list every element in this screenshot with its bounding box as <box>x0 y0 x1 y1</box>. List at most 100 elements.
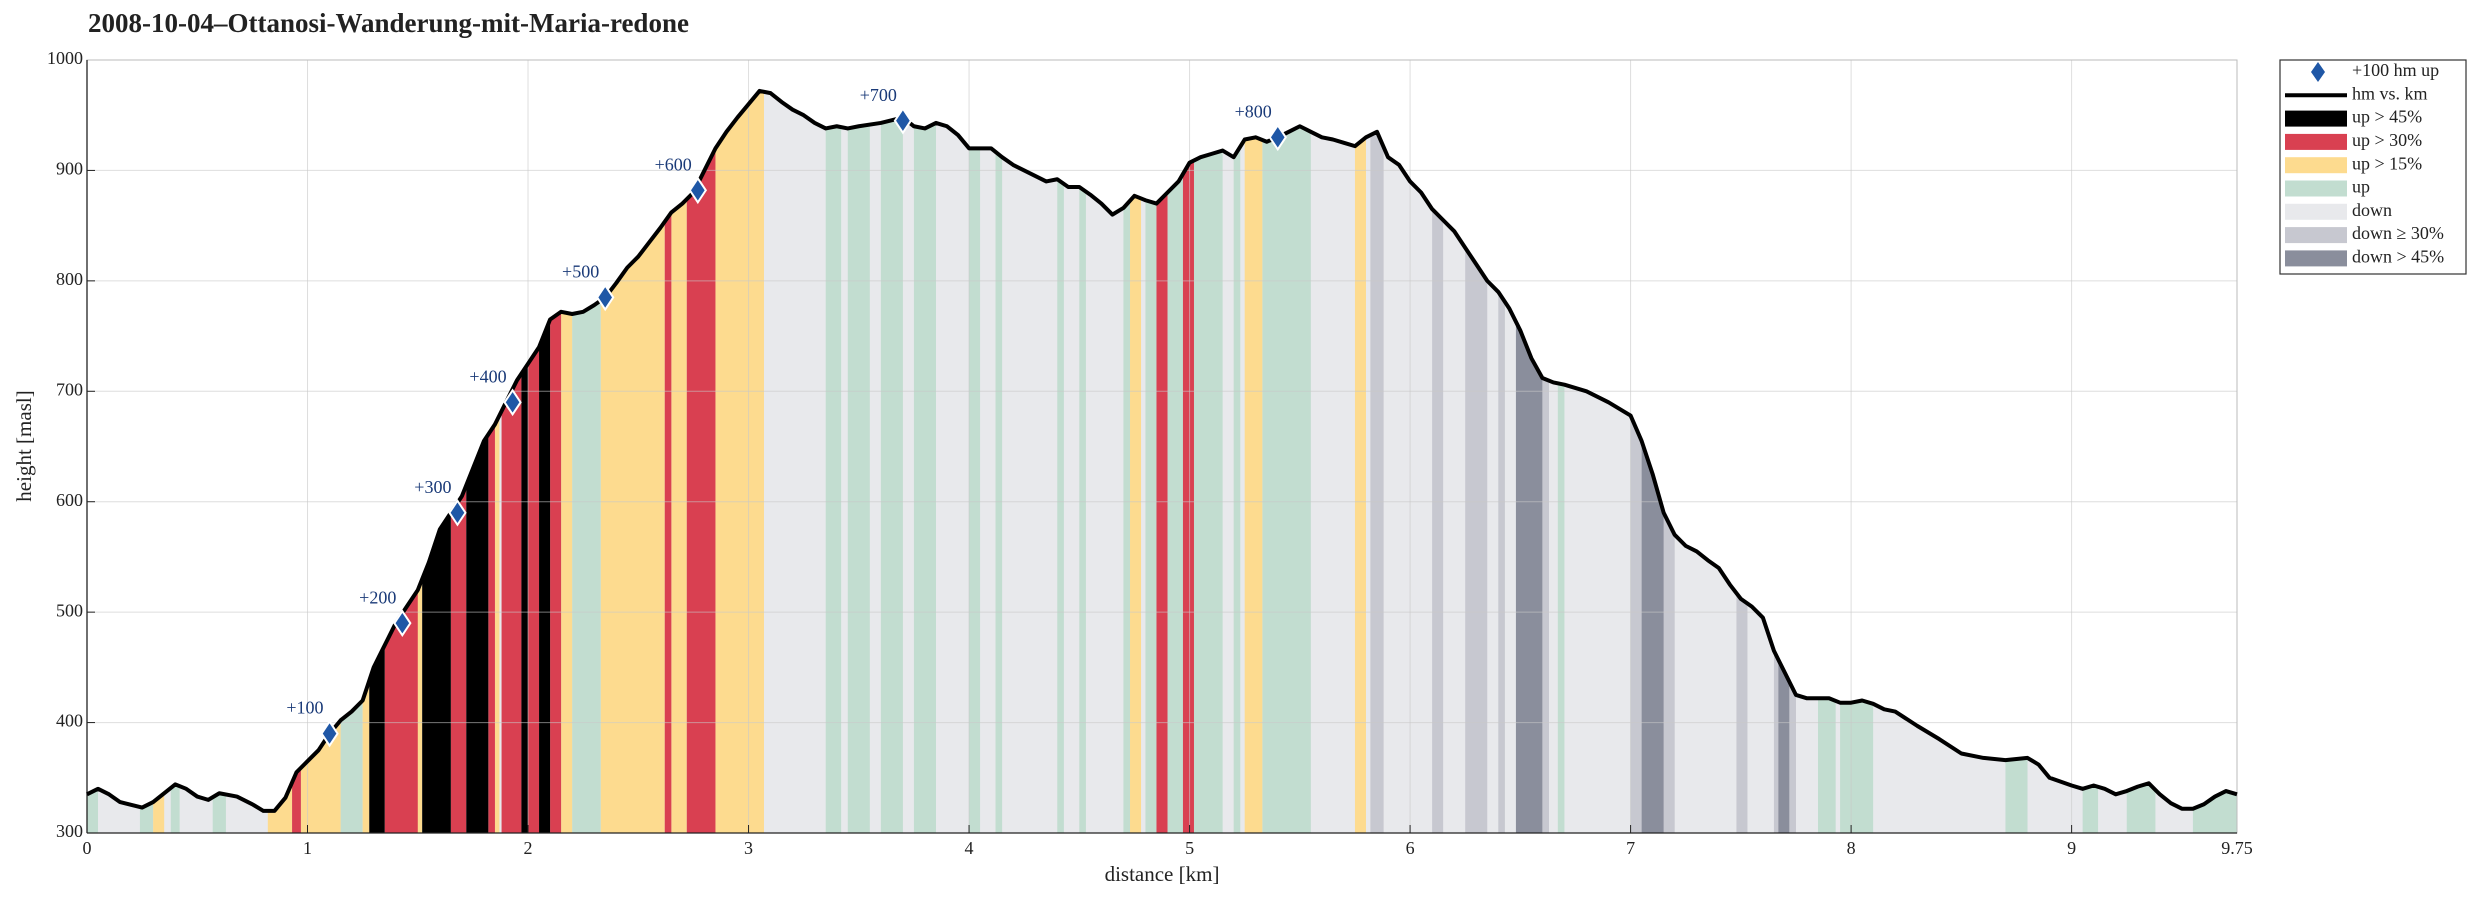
climb-label: +700 <box>860 85 897 105</box>
grade-band <box>1778 90 1790 833</box>
grade-band <box>969 90 981 833</box>
legend-label: up > 15% <box>2352 153 2422 173</box>
climb-marker <box>448 498 467 527</box>
grade-band <box>561 90 573 833</box>
y-axis-label: height [masl] <box>12 390 36 501</box>
grade-band <box>1432 90 1444 833</box>
grade-band <box>1630 90 1642 833</box>
legend-label: up > 30% <box>2352 130 2422 150</box>
grade-band <box>362 90 370 833</box>
climb-label: +500 <box>562 262 599 282</box>
grade-band <box>847 90 870 833</box>
climb-label: +400 <box>469 366 506 386</box>
grade-band <box>1057 90 1064 833</box>
climb-marker <box>893 106 913 135</box>
climb-marker <box>503 388 522 417</box>
legend-swatch <box>2285 157 2347 174</box>
grade-band <box>369 90 385 833</box>
grade-band <box>1233 90 1241 833</box>
grade-band <box>1840 90 1874 833</box>
legend-label: down <box>2352 200 2392 220</box>
grade-band <box>825 90 842 833</box>
grade-band <box>1370 90 1384 833</box>
climb-marker <box>596 283 615 312</box>
x-tick-label: 9.75 <box>2221 838 2253 858</box>
legend-label: down ≥ 30% <box>2352 223 2444 243</box>
grade-band <box>600 90 665 833</box>
x-tick-label: 1 <box>303 838 312 858</box>
y-tick-label: 400 <box>56 711 83 731</box>
grade-band <box>1130 90 1142 833</box>
x-tick-label: 9 <box>2067 838 2076 858</box>
climb-marker <box>1268 123 1287 152</box>
legend-swatch <box>2285 180 2347 197</box>
legend-marker <box>2311 62 2325 82</box>
grade-band <box>572 90 601 833</box>
legend-swatch <box>2285 203 2347 220</box>
chart-title: 2008-10-04–Ottanosi-Wanderung-mit-Maria-… <box>88 8 689 38</box>
y-tick-label: 600 <box>56 490 83 510</box>
bands <box>87 90 2237 833</box>
grade-band <box>450 90 467 833</box>
x-tick-label: 5 <box>1185 838 1194 858</box>
grade-band <box>1244 90 1263 833</box>
grade-band <box>1773 90 1779 833</box>
grade-band <box>880 90 903 833</box>
grade-band <box>528 90 540 833</box>
grade-band <box>671 90 687 833</box>
grade-band <box>1156 90 1168 833</box>
grade-band <box>1079 90 1086 833</box>
grade-band <box>715 90 764 833</box>
grade-band <box>212 90 226 833</box>
x-tick-label: 7 <box>1626 838 1635 858</box>
x-tick-label: 4 <box>965 838 974 858</box>
grade-band <box>139 90 154 833</box>
grade-band <box>664 90 672 833</box>
climb-label: +300 <box>414 477 451 497</box>
y-tick-label: 1000 <box>47 48 83 68</box>
grade-band <box>170 90 180 833</box>
y-tick-label: 300 <box>56 821 83 841</box>
grade-band <box>1557 90 1565 833</box>
climb-label: +600 <box>655 154 692 174</box>
grade-band <box>995 90 1003 833</box>
foreground: 0 1 2 3 4 5 6 7 8 9 9.75 300 400 500 600 700 800 900 1000 +… <box>47 48 2253 858</box>
x-tick-label: 8 <box>1847 838 1856 858</box>
climb-marker <box>320 719 339 748</box>
y-tick-label: 500 <box>56 600 83 620</box>
grade-band <box>2082 90 2099 833</box>
legend: +100 hm up hm vs. km up > 45% up > 30% up > … <box>2285 60 2444 267</box>
y-tick-label: 900 <box>56 159 83 179</box>
grade-band <box>686 90 716 833</box>
x-axis-label: distance [km] <box>1105 862 1220 886</box>
grade-band <box>913 90 936 833</box>
climb-marker <box>393 609 412 637</box>
grade-band <box>466 90 489 833</box>
climb-label: +800 <box>1235 101 1272 121</box>
grade-band <box>422 90 451 833</box>
profile-line <box>86 88 2238 813</box>
grade-band <box>87 90 99 833</box>
grade-band <box>1736 90 1748 833</box>
grade-band <box>1182 90 1194 833</box>
climb-marker <box>688 176 708 205</box>
grade-band <box>494 90 500 833</box>
grade-band <box>1818 90 1836 833</box>
climb-label: +200 <box>359 587 396 607</box>
x-tick-label: 3 <box>744 838 753 858</box>
grade-band <box>1498 90 1505 833</box>
legend-label: down > 45% <box>2352 247 2444 267</box>
x-tick-label: 6 <box>1406 838 1415 858</box>
grade-band <box>1167 90 1183 833</box>
grade-band <box>1515 90 1543 833</box>
grade-band <box>1663 90 1675 833</box>
grade-band <box>2005 90 2028 833</box>
grade-band <box>1193 90 1223 833</box>
grade-band <box>153 90 165 833</box>
grade-band <box>1262 90 1311 833</box>
grade-band <box>1123 90 1131 833</box>
legend-label: up > 45% <box>2352 107 2422 127</box>
legend-swatch <box>2285 110 2347 127</box>
grade-band <box>1354 90 1366 833</box>
